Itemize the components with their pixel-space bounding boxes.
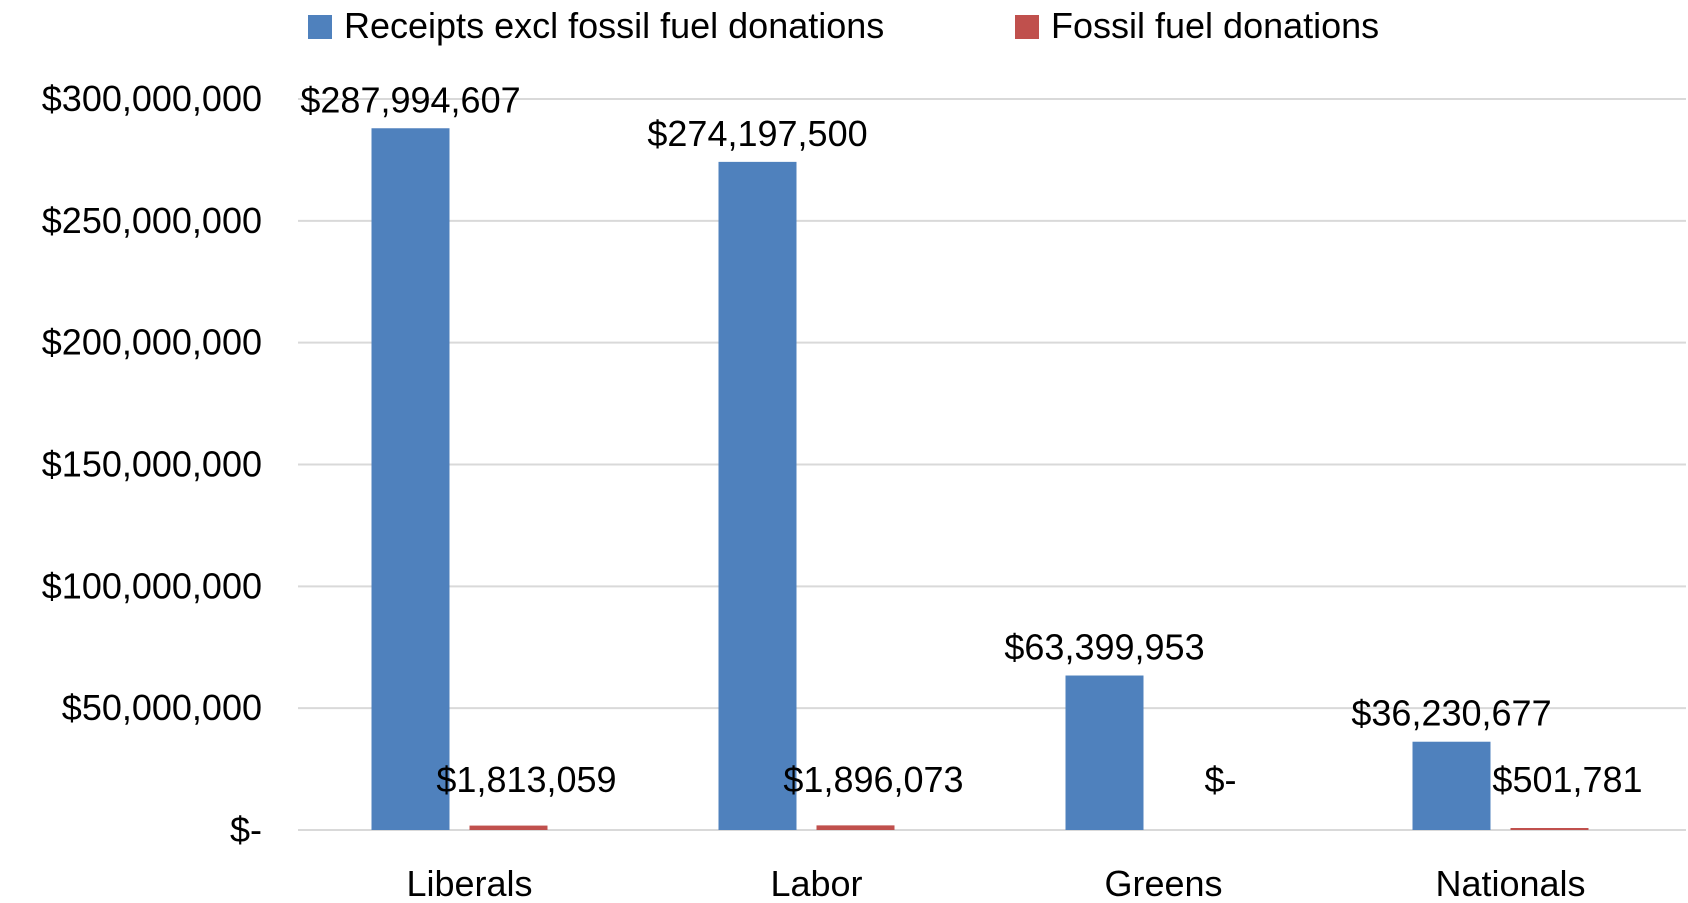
y-tick-label: $50,000,000 — [62, 687, 262, 728]
data-label: $274,197,500 — [647, 113, 867, 154]
y-tick-label: $- — [230, 809, 262, 850]
x-category-label: Liberals — [406, 863, 532, 903]
bar-receipts-liberals — [371, 128, 450, 830]
y-tick-label: $300,000,000 — [42, 78, 262, 119]
x-axis-category-labels: Liberals Labor Greens Nationals — [406, 863, 1585, 903]
y-tick-label: $250,000,000 — [42, 200, 262, 241]
y-axis-tick-labels: $- $50,000,000 $100,000,000 $150,000,000 $20… — [42, 78, 262, 850]
data-label: $501,781 — [1492, 759, 1642, 800]
y-tick-label: $200,000,000 — [42, 322, 262, 363]
bar-fossil-fuel-liberals — [469, 825, 548, 830]
bar-fossil-fuel-labor — [816, 825, 895, 830]
data-label: $287,994,607 — [300, 79, 520, 120]
x-category-label: Nationals — [1435, 863, 1585, 903]
y-tick-label: $150,000,000 — [42, 444, 262, 485]
data-label: $63,399,953 — [1004, 627, 1204, 668]
legend: Receipts excl fossil fuel donations Fossi… — [308, 5, 1379, 46]
x-category-label: Labor — [770, 863, 862, 903]
y-tick-label: $100,000,000 — [42, 565, 262, 606]
gridlines — [298, 98, 1686, 831]
legend-label: Fossil fuel donations — [1051, 5, 1379, 46]
legend-swatch — [1015, 15, 1039, 39]
data-labels: $287,994,607 $1,813,059 $274,197,500 $1,896… — [300, 79, 1642, 800]
bar-fossil-fuel-nationals — [1510, 828, 1589, 830]
data-label: $1,896,073 — [783, 759, 963, 800]
x-category-label: Greens — [1104, 863, 1222, 903]
data-label: $1,813,059 — [436, 759, 616, 800]
legend-label: Receipts excl fossil fuel donations — [344, 5, 884, 46]
bar-receipts-nationals — [1412, 741, 1491, 830]
data-label: $- — [1204, 759, 1236, 800]
legend-swatch — [308, 15, 332, 39]
bar-receipts-greens — [1065, 675, 1144, 830]
bars — [371, 128, 1589, 831]
data-label: $36,230,677 — [1351, 693, 1551, 734]
bar-receipts-labor — [718, 161, 797, 831]
